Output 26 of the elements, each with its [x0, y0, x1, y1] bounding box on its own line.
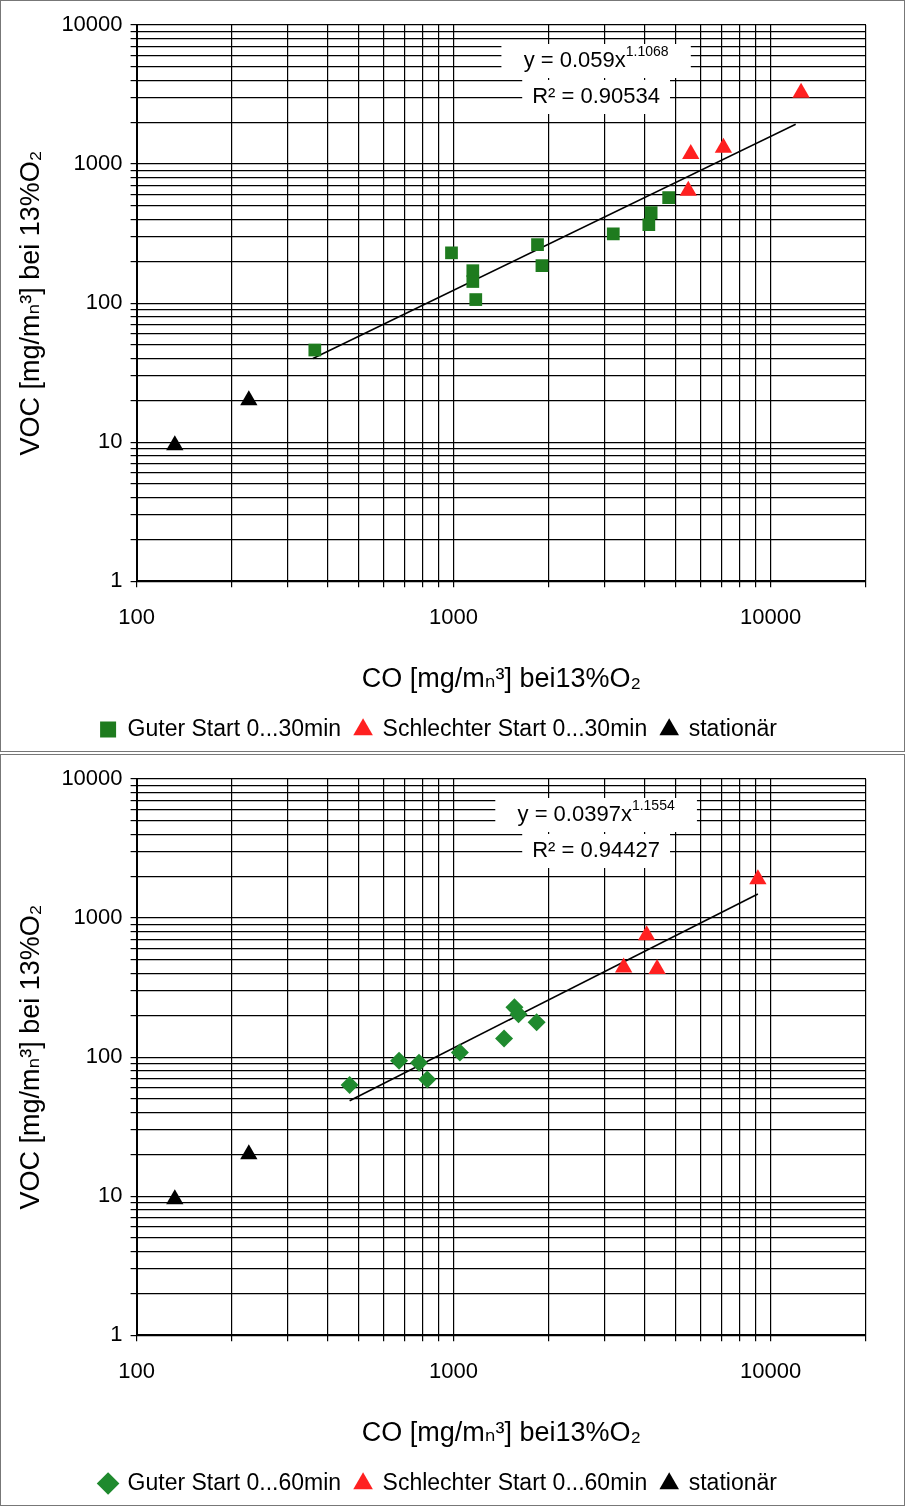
- legend-label: Schlechter Start 0...30min: [382, 714, 648, 741]
- x-tick-label: 10000: [739, 1358, 802, 1384]
- x-axis-title: CO [mg/mₙ³] bei13%O₂: [361, 1417, 641, 1448]
- y-tick-label: 10000: [61, 11, 123, 37]
- y-tick-label: 1: [110, 1321, 123, 1347]
- legend-label: Guter Start 0...60min: [127, 1468, 342, 1495]
- x-tick-label: 1000: [429, 604, 479, 630]
- y-tick-label: 10: [98, 1182, 123, 1208]
- y-axis-title: VOC [mg/mₙ³] bei 13%O₂: [14, 150, 45, 456]
- legend-label: stationär: [688, 714, 778, 741]
- y-tick-label: 10: [98, 428, 123, 454]
- y-tick-label: 100: [85, 1043, 123, 1069]
- legend-label: stationär: [688, 1468, 778, 1495]
- x-axis-title: CO [mg/mₙ³] bei13%O₂: [361, 663, 641, 694]
- x-tick-label: 10000: [739, 604, 802, 630]
- x-tick-label: 1000: [429, 1358, 479, 1384]
- y-tick-label: 1000: [73, 150, 123, 176]
- y-tick-label: 10000: [61, 765, 123, 791]
- legend-label: Schlechter Start 0...60min: [382, 1468, 648, 1495]
- y-tick-label: 1: [110, 567, 123, 593]
- y-axis-title: VOC [mg/mₙ³] bei 13%O₂: [14, 904, 45, 1210]
- legend-label: Guter Start 0...30min: [127, 714, 342, 741]
- annotation: R² = 0.90534: [532, 83, 661, 109]
- y-tick-label: 1000: [73, 904, 123, 930]
- y-tick-label: 100: [85, 289, 123, 315]
- annotation: R² = 0.94427: [532, 837, 661, 863]
